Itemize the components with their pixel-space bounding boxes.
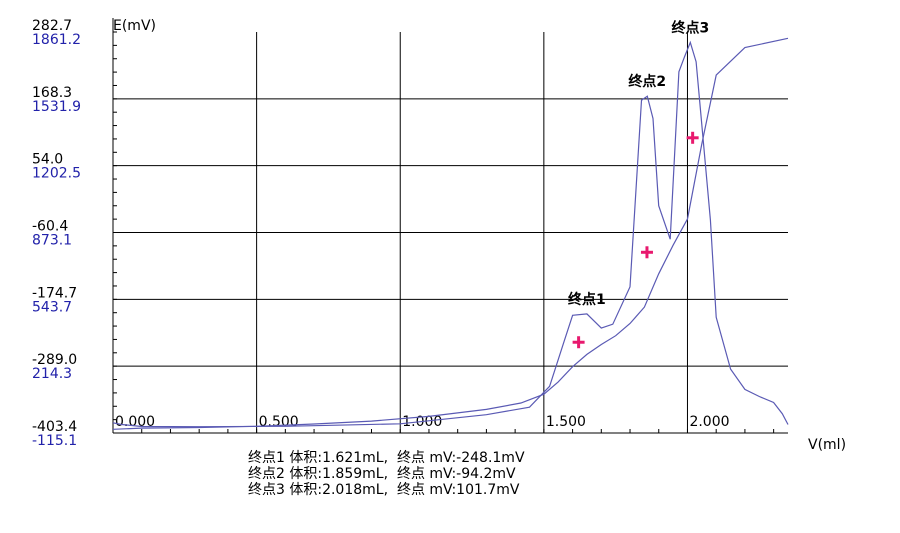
y-tick-secondary: -115.1 xyxy=(32,433,77,449)
titration-curve xyxy=(112,37,789,430)
endpoint-summary-line-3: 终点3 体积:2.018mL, 终点 mV:101.7mV xyxy=(248,482,520,498)
y-axis-label: E(mV) xyxy=(113,18,156,34)
x-tick-label: 2.000 xyxy=(689,414,729,430)
y-tick-secondary: 214.3 xyxy=(32,366,72,382)
y-tick-primary: 282.7 xyxy=(32,18,72,34)
y-tick-secondary: 1531.9 xyxy=(32,99,81,115)
y-tick-secondary: 543.7 xyxy=(32,299,72,315)
y-tick-primary: -289.0 xyxy=(32,352,77,368)
plot-axes xyxy=(112,18,788,434)
endpoint-annotation: 终点2 xyxy=(628,73,666,90)
endpoint-annotations: 终点1 终点2 终点3 xyxy=(568,19,709,307)
endpoint-summary-line-1: 终点1 体积:1.621mL, 终点 mV:-248.1mV xyxy=(248,450,525,466)
endpoint-markers xyxy=(572,131,699,349)
y-tick-primary: -403.4 xyxy=(32,419,77,435)
y-tick-secondary: 873.1 xyxy=(32,233,72,249)
y-tick-primary: -174.7 xyxy=(32,285,77,301)
y-tick-secondary: 1861.2 xyxy=(32,32,81,48)
endpoint-summary: 终点1 体积:1.621mL, 终点 mV:-248.1mV 终点2 体积:1.… xyxy=(248,450,525,498)
x-tick-label: 1.500 xyxy=(546,414,586,430)
derivative-curve xyxy=(112,40,789,428)
y-tick-secondary: 1202.5 xyxy=(32,166,81,182)
x-tick-label: 0.500 xyxy=(259,414,299,430)
y-tick-primary: 54.0 xyxy=(32,152,63,168)
x-axis-label: V(ml) xyxy=(808,437,846,453)
plot-grid xyxy=(113,32,788,433)
endpoint-annotation: 终点1 xyxy=(568,291,606,308)
y-tick-primary: -60.4 xyxy=(32,219,68,235)
endpoint-summary-line-2: 终点2 体积:1.859mL, 终点 mV:-94.2mV xyxy=(248,466,516,482)
endpoint-annotation: 终点3 xyxy=(671,19,709,36)
series-lines xyxy=(112,37,789,430)
y-tick-primary: 168.3 xyxy=(32,85,72,101)
